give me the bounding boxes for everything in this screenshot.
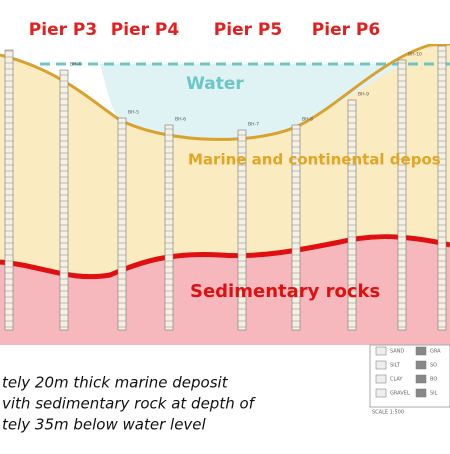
deposit-label: Marine and continental depos bbox=[188, 151, 441, 169]
scale-label: SCALE 1:500 bbox=[372, 410, 404, 416]
legend-item: SILT bbox=[390, 363, 401, 369]
legend-swatch bbox=[375, 374, 387, 384]
borehole bbox=[397, 59, 407, 331]
pier-label: Pier P4 bbox=[111, 20, 180, 40]
water-body bbox=[100, 64, 405, 140]
legend-swatch bbox=[375, 388, 387, 398]
header-band bbox=[0, 0, 450, 44]
water-label: Water bbox=[186, 74, 244, 94]
caption-line: tely 35m below water level bbox=[2, 416, 207, 434]
borehole-id: BH-7 bbox=[248, 122, 259, 128]
legend-item: BO bbox=[430, 377, 437, 383]
borehole-id: BH-8 bbox=[302, 117, 313, 123]
pier-label: Pier P5 bbox=[214, 20, 282, 40]
caption-line: vith sedimentary rock at depth of bbox=[2, 395, 257, 413]
pier-label: Pier P3 bbox=[29, 20, 97, 40]
rock-label: Sedimentary rocks bbox=[190, 281, 380, 302]
borehole-id: BH-9 bbox=[358, 92, 369, 98]
borehole-id: BH-6 bbox=[175, 117, 186, 123]
borehole bbox=[4, 49, 14, 331]
borehole bbox=[347, 99, 357, 331]
legend-swatch bbox=[375, 360, 387, 370]
borehole bbox=[291, 124, 301, 331]
legend-swatch bbox=[415, 388, 427, 398]
legend-swatch bbox=[375, 346, 387, 356]
borehole bbox=[237, 129, 247, 331]
borehole-id: BH-5 bbox=[128, 110, 139, 116]
borehole bbox=[164, 124, 174, 331]
caption-line: tely 20m thick marine deposit bbox=[2, 374, 229, 392]
borehole bbox=[437, 45, 447, 331]
legend-item: GRAVEL bbox=[390, 391, 410, 397]
legend-item: SAND bbox=[390, 349, 404, 355]
borehole-id: BH-4 bbox=[70, 62, 81, 68]
legend-item: SO bbox=[430, 363, 437, 369]
ground-line bbox=[0, 42, 450, 141]
borehole bbox=[59, 69, 69, 331]
legend-item: GRA bbox=[430, 349, 441, 355]
borehole bbox=[117, 117, 127, 331]
borehole-id: BH-10 bbox=[408, 52, 422, 58]
legend-swatch bbox=[415, 346, 427, 356]
legend-item: CLAY bbox=[390, 377, 403, 383]
legend-swatch bbox=[415, 360, 427, 370]
legend-item: SIL bbox=[430, 391, 438, 397]
pier-label: Pier P6 bbox=[312, 20, 380, 40]
rock-boundary bbox=[0, 234, 450, 280]
legend-swatch bbox=[415, 374, 427, 384]
